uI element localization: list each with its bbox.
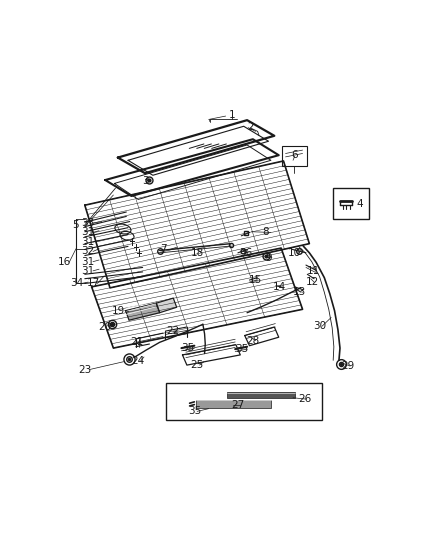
Bar <box>282 146 306 166</box>
Text: 36: 36 <box>238 248 251 258</box>
Text: 15: 15 <box>248 275 261 285</box>
Text: 17: 17 <box>86 278 99 288</box>
Text: 35: 35 <box>234 344 247 354</box>
Text: 34: 34 <box>70 278 83 288</box>
Text: 1: 1 <box>228 110 235 120</box>
Text: 5: 5 <box>73 220 79 230</box>
Text: 32: 32 <box>81 246 95 256</box>
Text: 19: 19 <box>112 305 125 316</box>
Text: 29: 29 <box>341 361 354 371</box>
Text: 21: 21 <box>130 337 144 348</box>
Polygon shape <box>125 303 159 320</box>
Text: 22: 22 <box>166 326 180 336</box>
Text: 26: 26 <box>298 394 311 404</box>
Text: 6: 6 <box>291 150 297 160</box>
Text: 27: 27 <box>231 400 244 410</box>
Text: 31: 31 <box>81 257 95 266</box>
Bar <box>196 400 271 408</box>
Text: 12: 12 <box>305 277 319 287</box>
Bar <box>166 383 321 419</box>
Text: 3: 3 <box>141 176 148 187</box>
Text: 20: 20 <box>99 322 112 332</box>
Bar <box>226 392 294 398</box>
Text: 31: 31 <box>81 237 95 247</box>
Text: 23: 23 <box>78 365 91 375</box>
Text: 31: 31 <box>81 228 95 237</box>
Text: 18: 18 <box>190 248 203 258</box>
Text: 31: 31 <box>81 266 95 276</box>
Bar <box>332 188 368 219</box>
Text: 35: 35 <box>188 406 201 416</box>
Text: 9: 9 <box>265 253 271 263</box>
Text: 30: 30 <box>312 321 325 332</box>
Text: 24: 24 <box>131 356 145 366</box>
Text: 7: 7 <box>160 245 167 254</box>
Text: 13: 13 <box>292 287 305 297</box>
Text: 11: 11 <box>306 266 319 276</box>
Text: 16: 16 <box>58 257 71 268</box>
Text: 8: 8 <box>262 228 268 237</box>
Text: 2: 2 <box>247 122 253 132</box>
Text: 25: 25 <box>190 360 203 370</box>
Polygon shape <box>156 298 176 313</box>
Text: 4: 4 <box>355 199 362 209</box>
Text: 28: 28 <box>246 336 259 345</box>
Text: 10: 10 <box>287 248 300 258</box>
Text: 35: 35 <box>180 343 194 353</box>
Text: 33: 33 <box>81 218 95 228</box>
Text: 14: 14 <box>272 282 286 292</box>
